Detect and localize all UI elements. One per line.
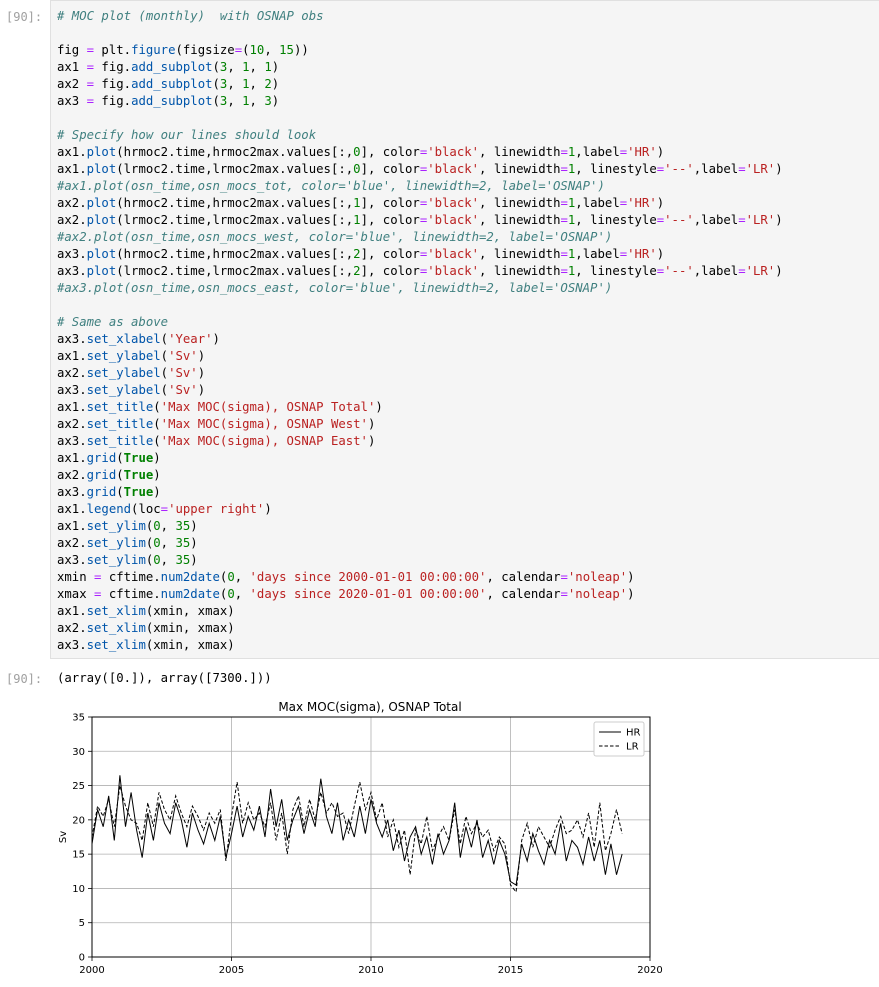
chart-legend: HR LR	[593, 721, 645, 757]
y-tick-label: 20	[72, 815, 85, 826]
code-line: ax2.set_ylabel('Sv')	[57, 366, 206, 380]
code-line: ax1.set_ylabel('Sv')	[57, 349, 206, 363]
code-line: ax1.grid(True)	[57, 451, 161, 465]
series-line-hr	[91, 775, 623, 886]
code-line: ax2 = fig.add_subplot(3, 1, 2)	[57, 77, 280, 91]
code-line: xmin = cftime.num2date(0, 'days since 20…	[57, 570, 635, 584]
x-tick-label: 2010	[358, 965, 383, 976]
code-line: ax3.grid(True)	[57, 485, 161, 499]
code-line	[57, 25, 783, 42]
x-tick-label: 2000	[79, 965, 104, 976]
code-line: ax2.plot(lrmoc2.time,lrmoc2max.values[:,…	[57, 213, 783, 227]
y-axis-ticks: 0 5 10 15 20 25 30 35	[72, 713, 92, 964]
y-tick-label: 30	[72, 747, 85, 758]
x-tick-label: 2020	[637, 965, 662, 976]
moc-chart: Max MOC(sigma), OSNAP Total 0 5 10 15 20 25 30…	[58, 700, 663, 976]
code-line: ax1.plot(hrmoc2.time,hrmoc2max.values[:,…	[57, 145, 665, 159]
code-line	[57, 110, 783, 127]
code-line: ax3.set_ylim(0, 35)	[57, 553, 198, 567]
code-line: ax3.plot(hrmoc2.time,hrmoc2max.values[:,…	[57, 247, 665, 261]
code-line: ax3 = fig.add_subplot(3, 1, 3)	[57, 94, 280, 108]
chart-grid	[91, 716, 651, 958]
chart-title: Max MOC(sigma), OSNAP Total	[278, 700, 461, 714]
output-prompt: [90]:	[6, 672, 43, 686]
chart-series	[91, 775, 623, 894]
x-tick-label: 2015	[498, 965, 523, 976]
code-line: ax3.set_title('Max MOC(sigma), OSNAP Eas…	[57, 434, 376, 448]
code-line: ax2.set_xlim(xmin, xmax)	[57, 621, 235, 635]
code-line: ax1.set_title('Max MOC(sigma), OSNAP Tot…	[57, 400, 383, 414]
y-tick-label: 10	[72, 884, 85, 895]
input-prompt: [90]:	[6, 10, 43, 24]
code-line: ax3.set_xlabel('Year')	[57, 332, 220, 346]
code-line: ax2.plot(hrmoc2.time,hrmoc2max.values[:,…	[57, 196, 665, 210]
plot-frame	[91, 716, 651, 958]
code-line: ax3.set_ylabel('Sv')	[57, 383, 206, 397]
legend-box	[593, 721, 645, 757]
code-line: ax3.plot(lrmoc2.time,lrmoc2max.values[:,…	[57, 264, 783, 278]
code-text[interactable]: # MOC plot (monthly) with OSNAP obs fig …	[57, 8, 783, 654]
y-tick-label: 5	[79, 918, 85, 929]
code-line: #ax3.plot(osn_time,osn_mocs_east, color=…	[57, 281, 613, 295]
code-line: #ax1.plot(osn_time,osn_mocs_tot, color='…	[57, 179, 605, 193]
code-line: xmax = cftime.num2date(0, 'days since 20…	[57, 587, 635, 601]
legend-label-lr: LR	[626, 742, 639, 753]
y-tick-label: 25	[72, 781, 85, 792]
code-line: #ax2.plot(osn_time,osn_mocs_west, color=…	[57, 230, 613, 244]
code-line: ax2.set_title('Max MOC(sigma), OSNAP Wes…	[57, 417, 376, 431]
y-tick-label: 35	[72, 713, 85, 724]
y-tick-label: 0	[79, 953, 85, 964]
code-editor[interactable]	[50, 0, 879, 659]
code-line: # Same as above	[57, 315, 169, 329]
output-text: (array([0.]), array([7300.]))	[57, 671, 272, 685]
y-tick-label: 15	[72, 850, 85, 861]
code-line	[57, 297, 783, 314]
series-line-lr	[91, 781, 623, 894]
code-line: ax1.set_ylim(0, 35)	[57, 519, 198, 533]
code-line: # MOC plot (monthly) with OSNAP obs	[57, 9, 324, 23]
x-tick-label: 2005	[219, 965, 244, 976]
x-axis-ticks: 2000 2005 2010 2015 2020	[79, 957, 663, 976]
code-line: ax2.grid(True)	[57, 468, 161, 482]
y-axis-label: Sv	[58, 831, 69, 843]
code-line: ax2.set_ylim(0, 35)	[57, 536, 198, 550]
code-line: # Specify how our lines should look	[57, 128, 317, 142]
code-line: ax3.set_xlim(xmin, xmax)	[57, 638, 235, 652]
code-line: ax1.plot(lrmoc2.time,lrmoc2max.values[:,…	[57, 162, 783, 176]
code-line: ax1.legend(loc='upper right')	[57, 502, 272, 516]
legend-label-hr: HR	[626, 728, 641, 739]
code-line: ax1.set_xlim(xmin, xmax)	[57, 604, 235, 618]
code-line: ax1 = fig.add_subplot(3, 1, 1)	[57, 60, 280, 74]
code-line: fig = plt.figure(figsize=(10, 15))	[57, 43, 309, 57]
